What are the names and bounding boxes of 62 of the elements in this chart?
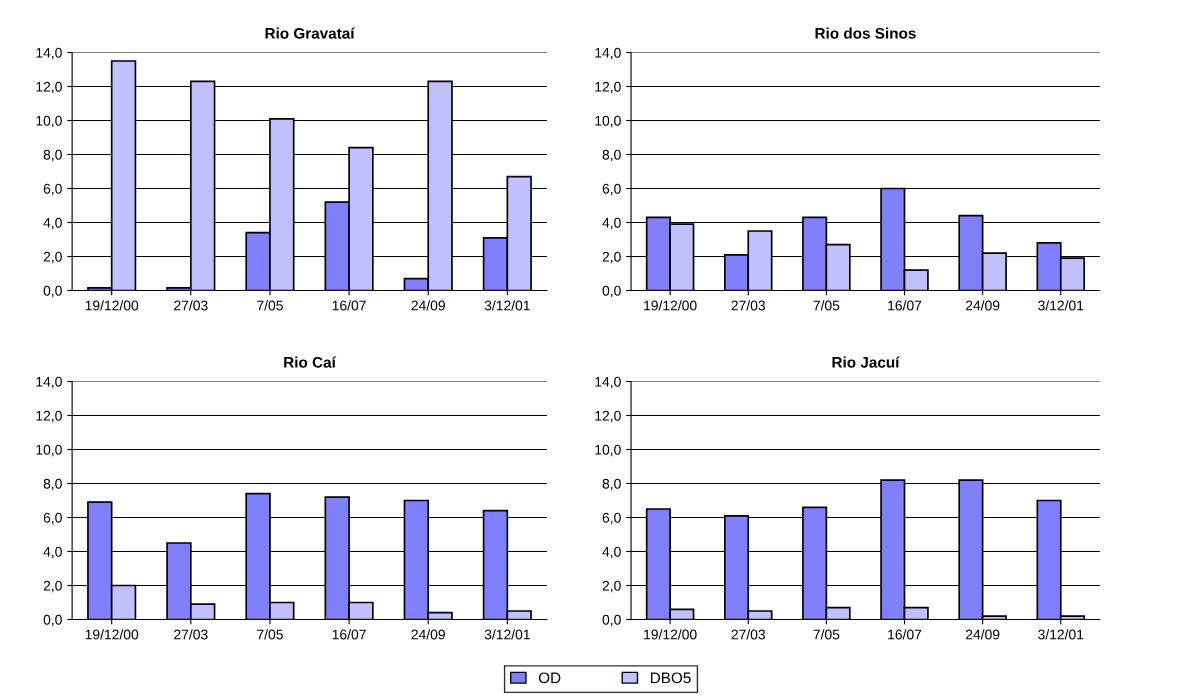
y-tick-label: 14,0 (36, 47, 62, 60)
x-tick-label: 24/09 (411, 300, 445, 311)
x-tick-label: 27/03 (731, 300, 766, 311)
y-tick-label: 8,0 (43, 478, 62, 491)
x-tick-label: 7/05 (257, 629, 283, 640)
y-tick-label: 4,0 (43, 546, 62, 559)
y-tick-label: 14,0 (595, 376, 621, 389)
x-tick-label: 19/12/00 (644, 300, 697, 311)
x-tick-label: 19/12/00 (644, 629, 697, 640)
x-tick-label: 27/03 (174, 300, 208, 311)
y-tick-label: 10,0 (36, 115, 62, 128)
x-tick-label: 24/09 (965, 300, 1000, 311)
x-tick-label: 7/05 (813, 300, 840, 311)
y-tick-label: 0,0 (602, 285, 621, 298)
x-tick-label: 3/12/01 (484, 629, 530, 640)
chart-title: Rio Caí (284, 356, 337, 368)
x-tick-label: 7/05 (257, 300, 283, 311)
y-tick-label: 10,0 (36, 444, 62, 457)
y-tick-label: 12,0 (36, 410, 62, 423)
x-tick-label: 16/07 (888, 629, 922, 640)
y-tick-label: 10,0 (595, 444, 621, 457)
y-tick-label: 0,0 (602, 614, 621, 627)
x-tick-label: 19/12/00 (85, 300, 139, 311)
x-tick-label: 27/03 (731, 629, 766, 640)
y-tick-label: 6,0 (43, 183, 62, 196)
y-tick-label: 0,0 (43, 285, 62, 298)
x-tick-label: 19/12/00 (85, 629, 139, 640)
y-tick-label: 2,0 (43, 580, 62, 593)
x-tick-label: 3/12/01 (484, 300, 530, 311)
y-tick-label: 6,0 (602, 512, 621, 525)
x-tick-label: 7/05 (813, 629, 840, 640)
y-tick-label: 2,0 (602, 251, 621, 264)
y-tick-label: 10,0 (595, 115, 621, 128)
x-tick-label: 16/07 (332, 629, 366, 640)
y-tick-label: 6,0 (602, 183, 621, 196)
x-tick-label: 3/12/01 (1038, 629, 1084, 640)
x-tick-label: 27/03 (174, 629, 208, 640)
y-tick-label: 8,0 (602, 478, 621, 491)
y-tick-label: 4,0 (602, 217, 621, 230)
y-tick-label: 2,0 (43, 251, 62, 264)
legend-label: DBO5 (650, 672, 691, 684)
y-tick-label: 8,0 (602, 149, 621, 162)
chart-title: Rio Gravataí (265, 27, 355, 39)
x-tick-label: 16/07 (332, 300, 366, 311)
y-tick-label: 12,0 (36, 81, 62, 94)
y-tick-label: 6,0 (43, 512, 62, 525)
y-tick-label: 14,0 (595, 47, 621, 60)
y-tick-label: 12,0 (595, 410, 621, 423)
y-tick-label: 8,0 (43, 149, 62, 162)
y-tick-label: 4,0 (602, 546, 621, 559)
x-tick-label: 24/09 (965, 629, 1000, 640)
x-tick-label: 3/12/01 (1038, 300, 1084, 311)
y-tick-label: 2,0 (602, 580, 621, 593)
x-tick-label: 24/09 (411, 629, 445, 640)
chart-title: Rio Jacuí (832, 356, 900, 368)
legend-label: OD (538, 672, 561, 684)
chart-title: Rio dos Sinos (815, 27, 916, 39)
y-tick-label: 14,0 (36, 376, 62, 389)
x-tick-label: 16/07 (888, 300, 922, 311)
y-tick-label: 4,0 (43, 217, 62, 230)
y-tick-label: 12,0 (595, 81, 621, 94)
y-tick-label: 0,0 (43, 614, 62, 627)
